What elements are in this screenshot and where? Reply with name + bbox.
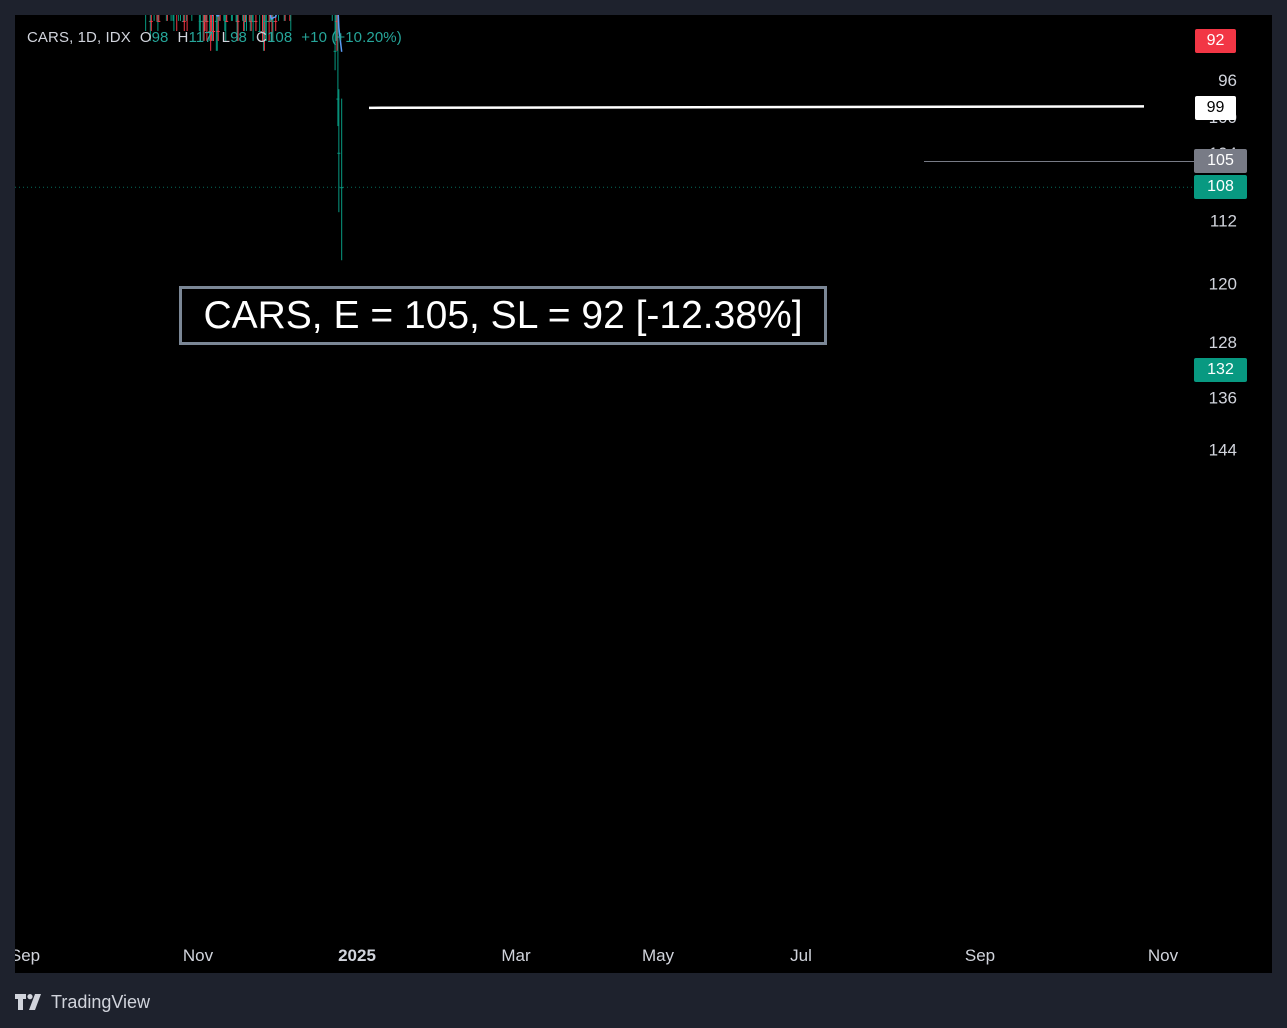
candle-body xyxy=(337,152,341,154)
legend-open-value: 98 xyxy=(151,29,169,46)
candle-body xyxy=(210,20,214,22)
y-tick-label: 128 xyxy=(1209,333,1237,352)
price-badge-105: 105 xyxy=(1194,149,1247,174)
candle-body xyxy=(262,30,266,32)
candle-body xyxy=(149,20,153,22)
candle-body xyxy=(225,20,229,22)
candle-body xyxy=(198,20,202,22)
candle-body xyxy=(214,20,218,22)
price-badge-108: 108 xyxy=(1194,175,1247,200)
legend-open-label: O xyxy=(139,29,152,46)
chart-area[interactable]: 14413612812011210410096848076737067SepNo… xyxy=(15,15,1272,973)
legend-high-label: H xyxy=(177,29,189,46)
candle-body xyxy=(251,20,255,22)
candle-body xyxy=(333,50,337,52)
x-tick-label: May xyxy=(642,946,675,965)
candle-body xyxy=(258,30,262,32)
candle-body xyxy=(244,20,248,22)
candle-body xyxy=(212,30,215,32)
resistance-line xyxy=(368,105,1145,110)
y-tick-label: 120 xyxy=(1209,274,1237,293)
legend-low-value: 98 xyxy=(230,29,247,46)
candle-body xyxy=(336,98,340,100)
legend-close-value: 108 xyxy=(266,29,293,46)
candle-body xyxy=(157,20,161,22)
candle-body xyxy=(182,20,186,22)
candle-body xyxy=(274,20,278,22)
price-badge-99: 99 xyxy=(1195,95,1236,120)
x-tick-label: Mar xyxy=(501,946,531,965)
x-tick-label: 2025 xyxy=(338,946,376,965)
candle-body xyxy=(254,20,258,22)
candle-body xyxy=(271,20,275,22)
y-tick-label: 112 xyxy=(1210,211,1237,230)
candle-body xyxy=(216,30,220,32)
candle-body xyxy=(209,30,213,32)
tradingview-wordmark: TradingView xyxy=(51,991,151,1012)
candle-body xyxy=(236,20,240,22)
y-tick-label: 96 xyxy=(1218,71,1237,90)
candle-body xyxy=(249,20,253,22)
candle-body xyxy=(202,20,206,22)
candle-body xyxy=(205,20,209,22)
legend-high-value: 117 xyxy=(188,29,213,46)
tradingview-branding[interactable]: TradingView xyxy=(15,990,150,1014)
x-tick-label: Nov xyxy=(183,946,214,965)
x-tick-label: Sep xyxy=(15,946,40,965)
y-tick-label: 144 xyxy=(1209,441,1237,460)
x-tick-label: Jul xyxy=(790,946,812,965)
candle-body xyxy=(335,20,339,22)
trade-annotation-textbox[interactable]: CARS, E = 105, SL = 92 [-12.38%] xyxy=(179,286,827,345)
legend-change: +10 (+10.20%) xyxy=(301,29,402,46)
price-badge-132: 132 xyxy=(1194,358,1247,383)
candle-body xyxy=(264,20,268,22)
x-tick-label: Sep xyxy=(965,946,995,965)
tradingview-logo-icon xyxy=(15,994,41,1010)
price-badge-92: 92 xyxy=(1195,28,1236,53)
legend-close-label: C xyxy=(256,29,267,46)
candle-body xyxy=(340,187,344,189)
symbol-legend: CARS, 1D, IDX O98 H117 L98 C108 +10 (+10.20%) xyxy=(27,29,402,46)
y-tick-label: 136 xyxy=(1209,388,1237,407)
price-chart[interactable]: 14413612812011210410096848076737067SepNo… xyxy=(15,15,1272,973)
x-tick-label: Nov xyxy=(1148,946,1179,965)
legend-symbol: CARS, 1D, IDX xyxy=(27,29,131,46)
legend-low-label: L xyxy=(221,29,231,46)
